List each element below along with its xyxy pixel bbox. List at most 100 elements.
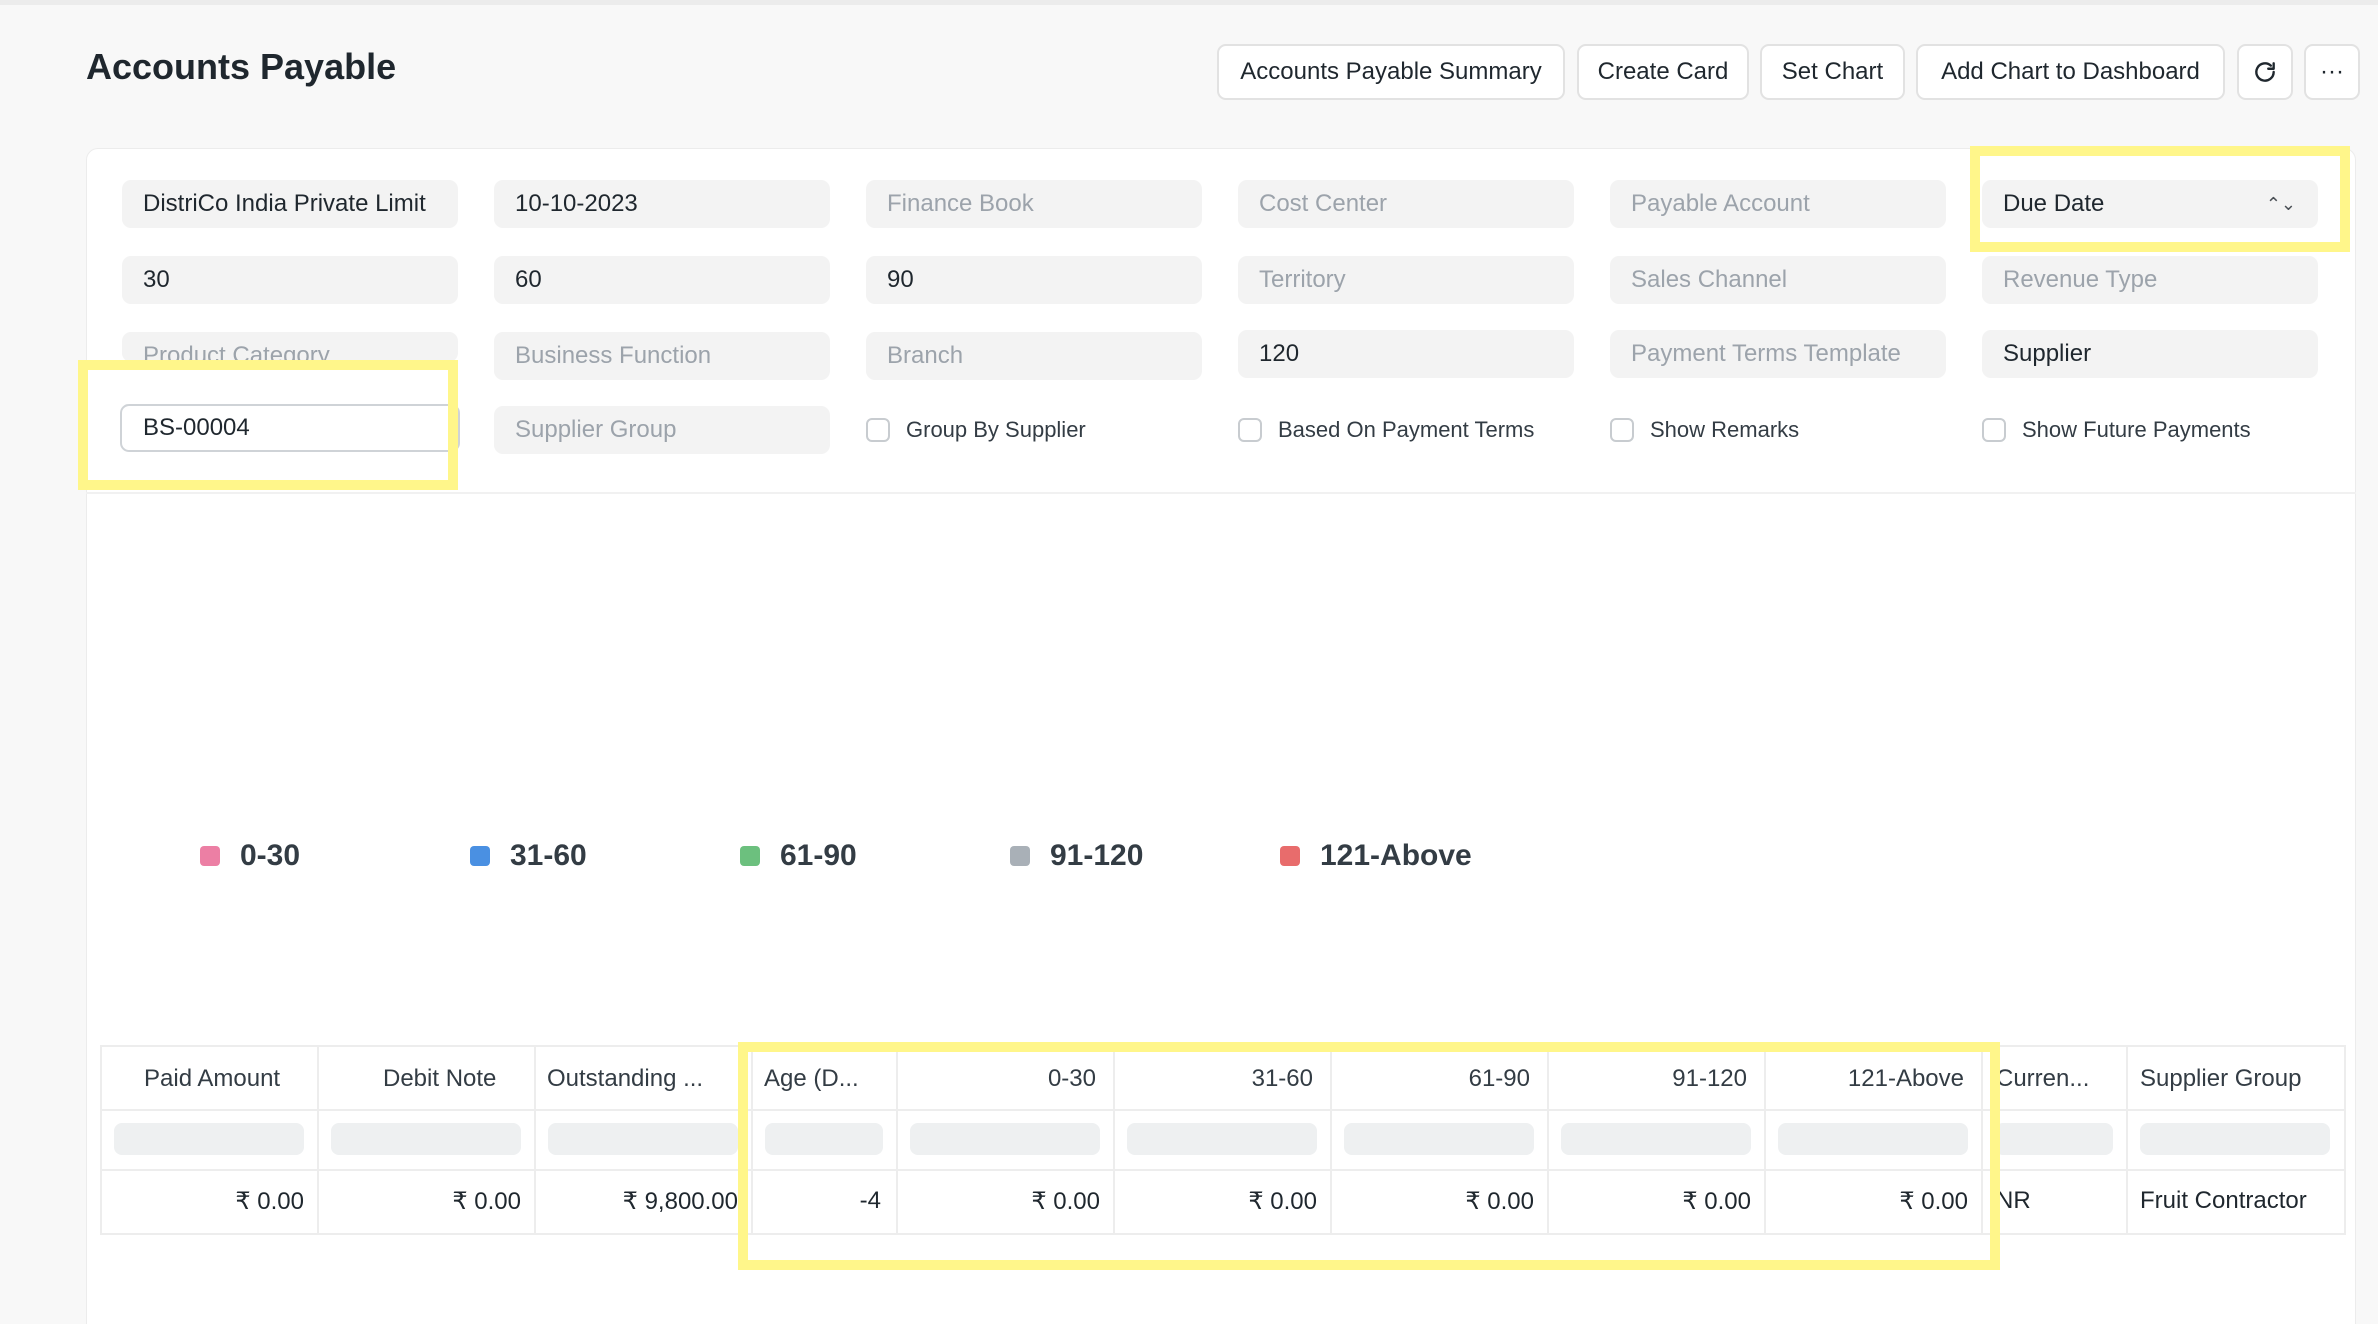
column-filter-input[interactable]: [548, 1123, 738, 1155]
cost-center-filter[interactable]: Cost Center: [1238, 180, 1574, 228]
column-filter-input[interactable]: [114, 1123, 304, 1155]
add-chart-to-dashboard-button[interactable]: Add Chart to Dashboard: [1916, 44, 2225, 100]
highlight-party-filter: [78, 360, 458, 490]
column-header-supplier-group[interactable]: Supplier Group: [2140, 1065, 2302, 1092]
sales-channel-filter[interactable]: Sales Channel: [1610, 256, 1946, 304]
column-filter-input[interactable]: [1127, 1123, 1317, 1155]
column-filter-input[interactable]: [2140, 1123, 2330, 1155]
payable-account-filter[interactable]: Payable Account: [1610, 180, 1946, 228]
column-header-debit-note[interactable]: Debit Note: [383, 1065, 497, 1092]
legend-swatch: [1280, 846, 1300, 866]
legend-swatch: [200, 846, 220, 866]
column-border: [751, 1045, 753, 1235]
column-border: [1330, 1045, 1332, 1235]
party-type-filter[interactable]: Supplier: [1982, 330, 2318, 378]
cell-0-30: ₹ 0.00: [1031, 1188, 1100, 1215]
column-filter-input[interactable]: [1561, 1123, 1751, 1155]
column-border: [1547, 1045, 1549, 1235]
column-filter-input[interactable]: [910, 1123, 1100, 1155]
column-filter-input[interactable]: [1995, 1123, 2113, 1155]
column-header-31-60[interactable]: 31-60: [1251, 1065, 1313, 1092]
accounts-payable-summary-button[interactable]: Accounts Payable Summary: [1217, 44, 1565, 100]
based-on-payment-terms-checkbox[interactable]: Based On Payment Terms: [1238, 410, 1534, 450]
column-header-61-90[interactable]: 61-90: [1468, 1065, 1530, 1092]
set-chart-button[interactable]: Set Chart: [1760, 44, 1905, 100]
legend-item-0-30[interactable]: 0-30: [200, 838, 300, 874]
column-border: [896, 1045, 898, 1235]
report-datatable: Paid Amount Debit Note Outstanding ... A…: [100, 1045, 2346, 1235]
legend-item-121-above[interactable]: 121-Above: [1280, 838, 1472, 874]
range3-filter[interactable]: 90: [866, 256, 1202, 304]
create-card-button[interactable]: Create Card: [1577, 44, 1749, 100]
column-border: [1981, 1045, 1983, 1235]
legend-label: 91-120: [1050, 839, 1144, 872]
refresh-button[interactable]: [2237, 44, 2293, 100]
column-border: [1764, 1045, 1766, 1235]
column-border: [2126, 1045, 2128, 1235]
checkbox-label: Show Future Payments: [2022, 417, 2251, 442]
column-filter-input[interactable]: [331, 1123, 521, 1155]
range1-filter[interactable]: 30: [122, 256, 458, 304]
more-options-button[interactable]: ···: [2304, 44, 2360, 100]
cell-debit-note: ₹ 0.00: [452, 1188, 521, 1215]
group-by-supplier-checkbox[interactable]: Group By Supplier: [866, 410, 1086, 450]
business-function-filter[interactable]: Business Function: [494, 332, 830, 380]
column-header-91-120[interactable]: 91-120: [1672, 1065, 1747, 1092]
show-remarks-checkbox[interactable]: Show Remarks: [1610, 410, 1799, 450]
checkbox-box[interactable]: [1238, 418, 1262, 442]
company-filter[interactable]: DistriCo India Private Limit: [122, 180, 458, 228]
cell-121-above: ₹ 0.00: [1899, 1188, 1968, 1215]
legend-swatch: [740, 846, 760, 866]
range2-filter[interactable]: 60: [494, 256, 830, 304]
revenue-type-filter[interactable]: Revenue Type: [1982, 256, 2318, 304]
column-border: [1113, 1045, 1115, 1235]
cell-31-60: ₹ 0.00: [1248, 1188, 1317, 1215]
legend-item-91-120[interactable]: 91-120: [1010, 838, 1143, 874]
highlight-ageing-columns: [738, 1042, 2000, 1270]
legend-item-31-60[interactable]: 31-60: [470, 838, 587, 874]
branch-filter[interactable]: Branch: [866, 332, 1202, 380]
legend-swatch: [470, 846, 490, 866]
legend-swatch: [1010, 846, 1030, 866]
column-header-outstanding[interactable]: Outstanding ...: [547, 1065, 704, 1092]
column-header-0-30[interactable]: 0-30: [1047, 1065, 1096, 1092]
cell-91-120: ₹ 0.00: [1682, 1188, 1751, 1215]
supplier-group-filter[interactable]: Supplier Group: [494, 406, 830, 454]
range4-filter[interactable]: 120: [1238, 330, 1574, 378]
report-date-filter[interactable]: 10-10-2023: [494, 180, 830, 228]
cell-paid-amount: ₹ 0.00: [235, 1188, 304, 1215]
cell-currency: NR: [1996, 1187, 2031, 1214]
column-filter-input[interactable]: [1778, 1123, 1968, 1155]
column-border: [317, 1045, 319, 1235]
column-filter-input[interactable]: [765, 1123, 883, 1155]
checkbox-box[interactable]: [866, 418, 890, 442]
column-header-currency[interactable]: Curren...: [1996, 1065, 2090, 1092]
legend-label: 0-30: [240, 839, 301, 872]
cell-age: -4: [859, 1187, 881, 1214]
ageing-based-on-value: Due Date: [2003, 190, 2105, 217]
legend-label: 31-60: [510, 839, 587, 872]
legend-label: 121-Above: [1320, 839, 1472, 872]
territory-filter[interactable]: Territory: [1238, 256, 1574, 304]
highlight-ageing-based-on: [1970, 146, 2350, 252]
finance-book-filter[interactable]: Finance Book: [866, 180, 1202, 228]
checkbox-box[interactable]: [1982, 418, 2006, 442]
row-border: [100, 1109, 2346, 1111]
ageing-based-on-select[interactable]: Due Date ⌃⌄: [1982, 180, 2318, 228]
column-header-121-above[interactable]: 121-Above: [1847, 1065, 1964, 1092]
checkbox-label: Based On Payment Terms: [1278, 417, 1535, 442]
cell-supplier-group: Fruit Contractor: [2140, 1187, 2307, 1214]
column-header-age[interactable]: Age (D...: [764, 1065, 859, 1092]
page-title: Accounts Payable: [86, 46, 397, 87]
filters-divider: [86, 492, 2356, 494]
party-filter[interactable]: BS-00004: [120, 404, 460, 452]
checkbox-box[interactable]: [1610, 418, 1634, 442]
show-future-payments-checkbox[interactable]: Show Future Payments: [1982, 410, 2251, 450]
column-filter-input[interactable]: [1344, 1123, 1534, 1155]
cell-outstanding: ₹ 9,800.00: [622, 1188, 738, 1215]
payment-terms-template-filter[interactable]: Payment Terms Template: [1610, 330, 1946, 378]
checkbox-label: Group By Supplier: [906, 417, 1086, 442]
product-category-filter[interactable]: Product Category: [122, 332, 458, 362]
column-header-paid-amount[interactable]: Paid Amount: [144, 1065, 281, 1092]
legend-item-61-90[interactable]: 61-90: [740, 838, 857, 874]
